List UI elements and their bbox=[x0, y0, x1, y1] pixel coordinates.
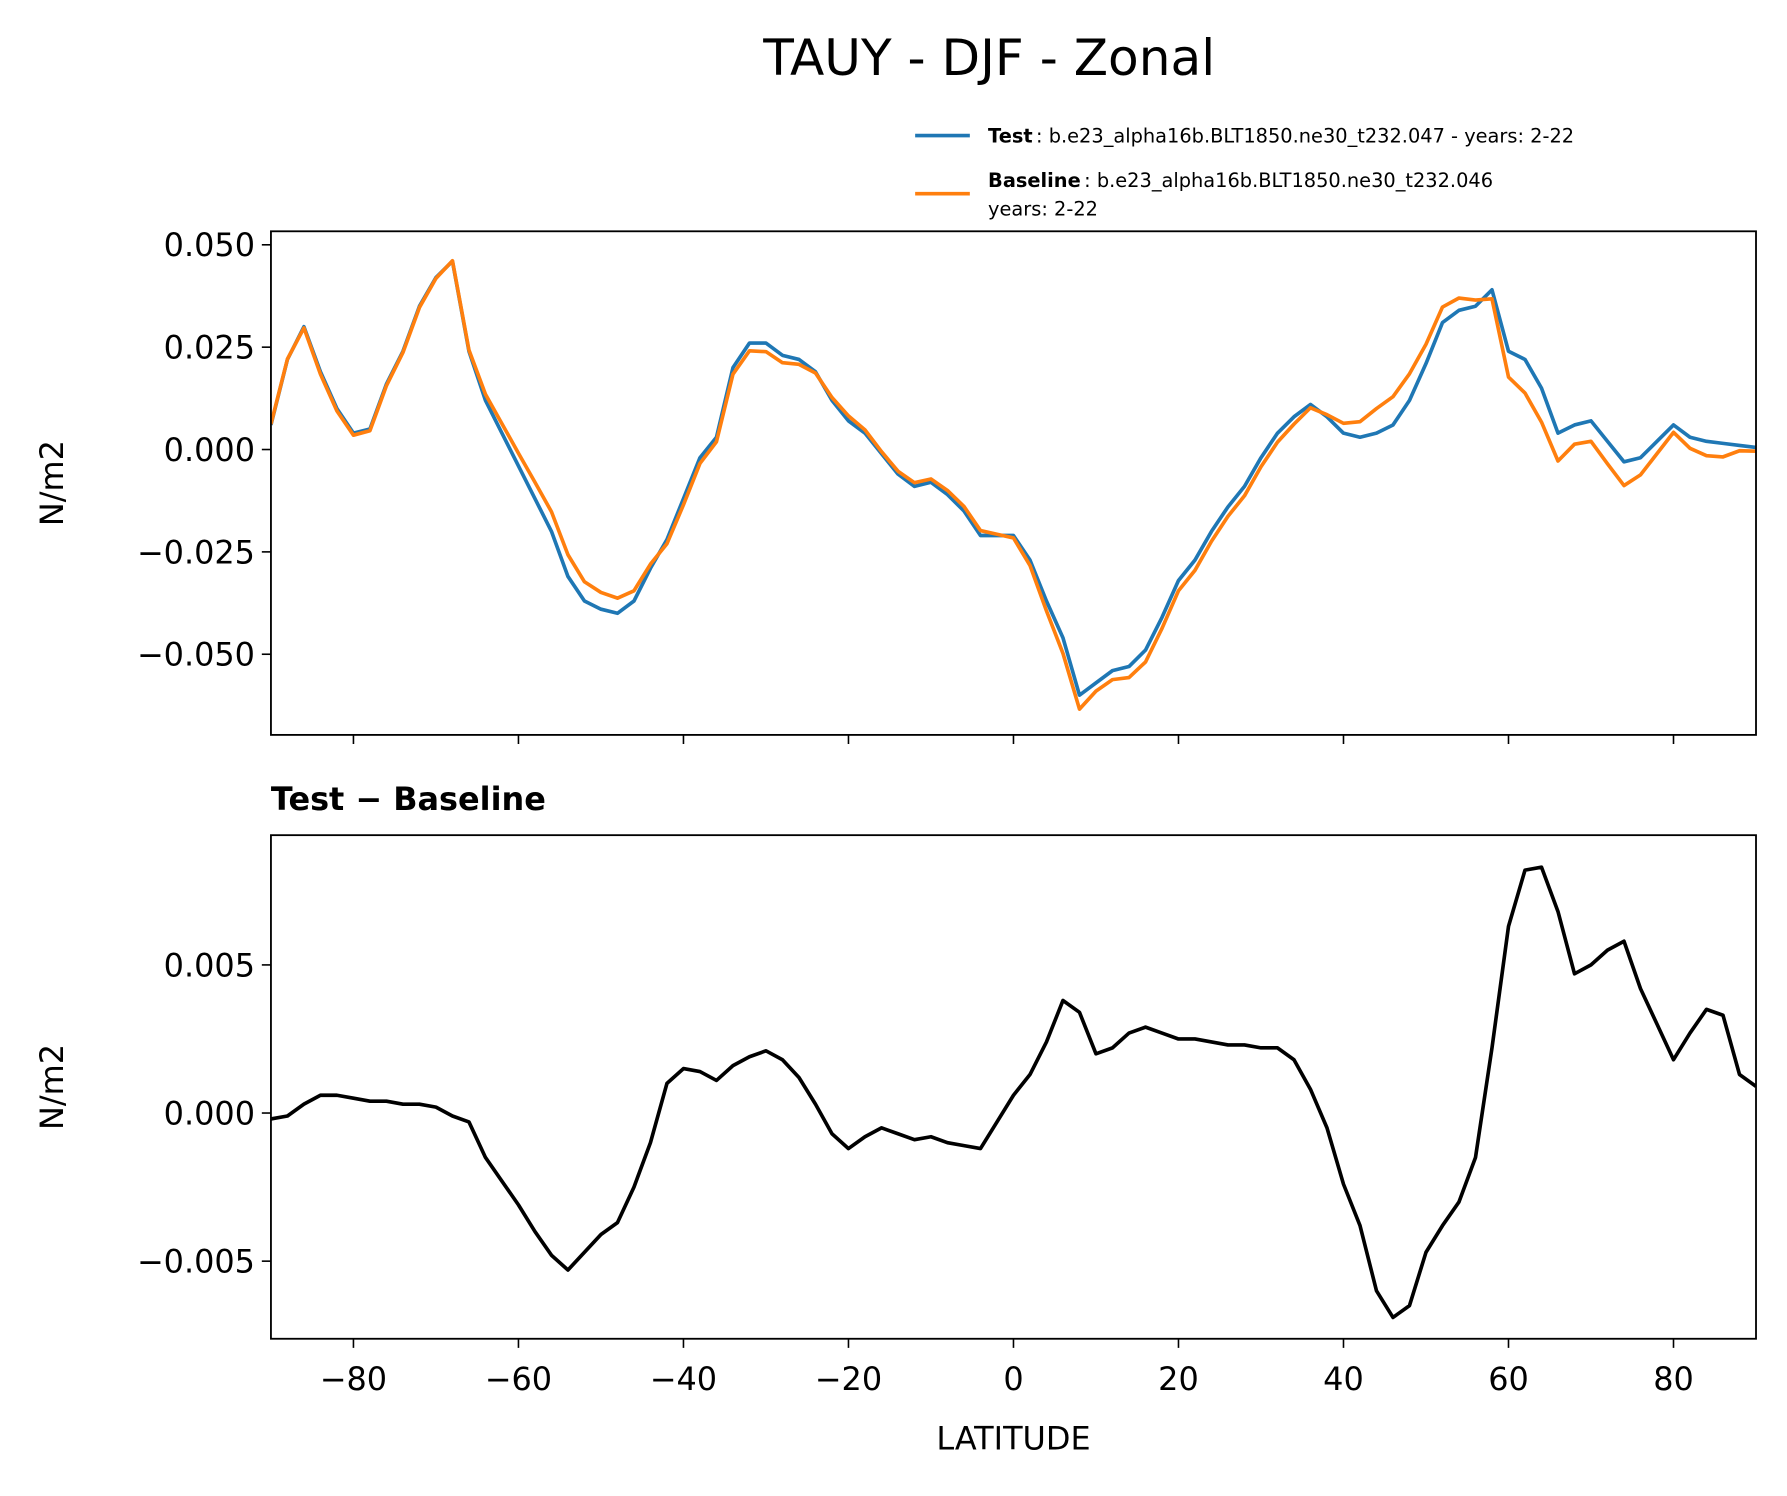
data-line bbox=[270, 259, 1757, 698]
legend-description: years: 2-22 bbox=[988, 197, 1098, 220]
y-axis-label: N/m2 bbox=[33, 440, 71, 526]
y-tick-label: 0.000 bbox=[164, 431, 255, 469]
x-tick-label: 60 bbox=[1488, 1360, 1529, 1398]
x-tick-label: 80 bbox=[1653, 1360, 1694, 1398]
legend-label: Test: b.e23_alpha16b.BLT1850.ne30_t232.0… bbox=[988, 124, 1574, 147]
y-tick-label: 0.005 bbox=[164, 946, 255, 984]
legend-name: Test bbox=[988, 124, 1033, 147]
y-tick-label: 0.000 bbox=[164, 1094, 255, 1132]
data-line bbox=[270, 258, 1757, 711]
legend-name: Baseline bbox=[988, 169, 1081, 192]
y-tick-label: −0.025 bbox=[137, 533, 255, 571]
axes-frame bbox=[270, 230, 1757, 736]
x-tick-label: 20 bbox=[1158, 1360, 1199, 1398]
x-tick-label: −20 bbox=[815, 1360, 882, 1398]
x-axis-label: LATITUDE bbox=[936, 1419, 1090, 1457]
x-tick-label: −80 bbox=[320, 1360, 387, 1398]
x-tick-label: 40 bbox=[1323, 1360, 1364, 1398]
y-tick-label: 0.025 bbox=[164, 329, 255, 367]
x-tick-label: 0 bbox=[1003, 1360, 1023, 1398]
chart-title: TAUY - DJF - Zonal bbox=[762, 28, 1215, 87]
legend-label: Baseline: b.e23_alpha16b.BLT1850.ne30_t2… bbox=[988, 169, 1493, 220]
y-tick-label: 0.050 bbox=[164, 226, 255, 264]
axes-frame bbox=[270, 834, 1757, 1340]
subplot-title: Test − Baseline bbox=[271, 780, 546, 818]
y-axis-label: N/m2 bbox=[33, 1044, 71, 1130]
y-tick-label: −0.050 bbox=[137, 636, 255, 674]
y-tick-label: −0.005 bbox=[137, 1243, 255, 1281]
legend-description: : b.e23_alpha16b.BLT1850.ne30_t232.046 bbox=[1084, 169, 1493, 192]
data-line bbox=[270, 865, 1757, 1320]
x-tick-label: −60 bbox=[485, 1360, 552, 1398]
x-tick-label: −40 bbox=[650, 1360, 717, 1398]
legend-description: : b.e23_alpha16b.BLT1850.ne30_t232.047 -… bbox=[1036, 124, 1574, 147]
